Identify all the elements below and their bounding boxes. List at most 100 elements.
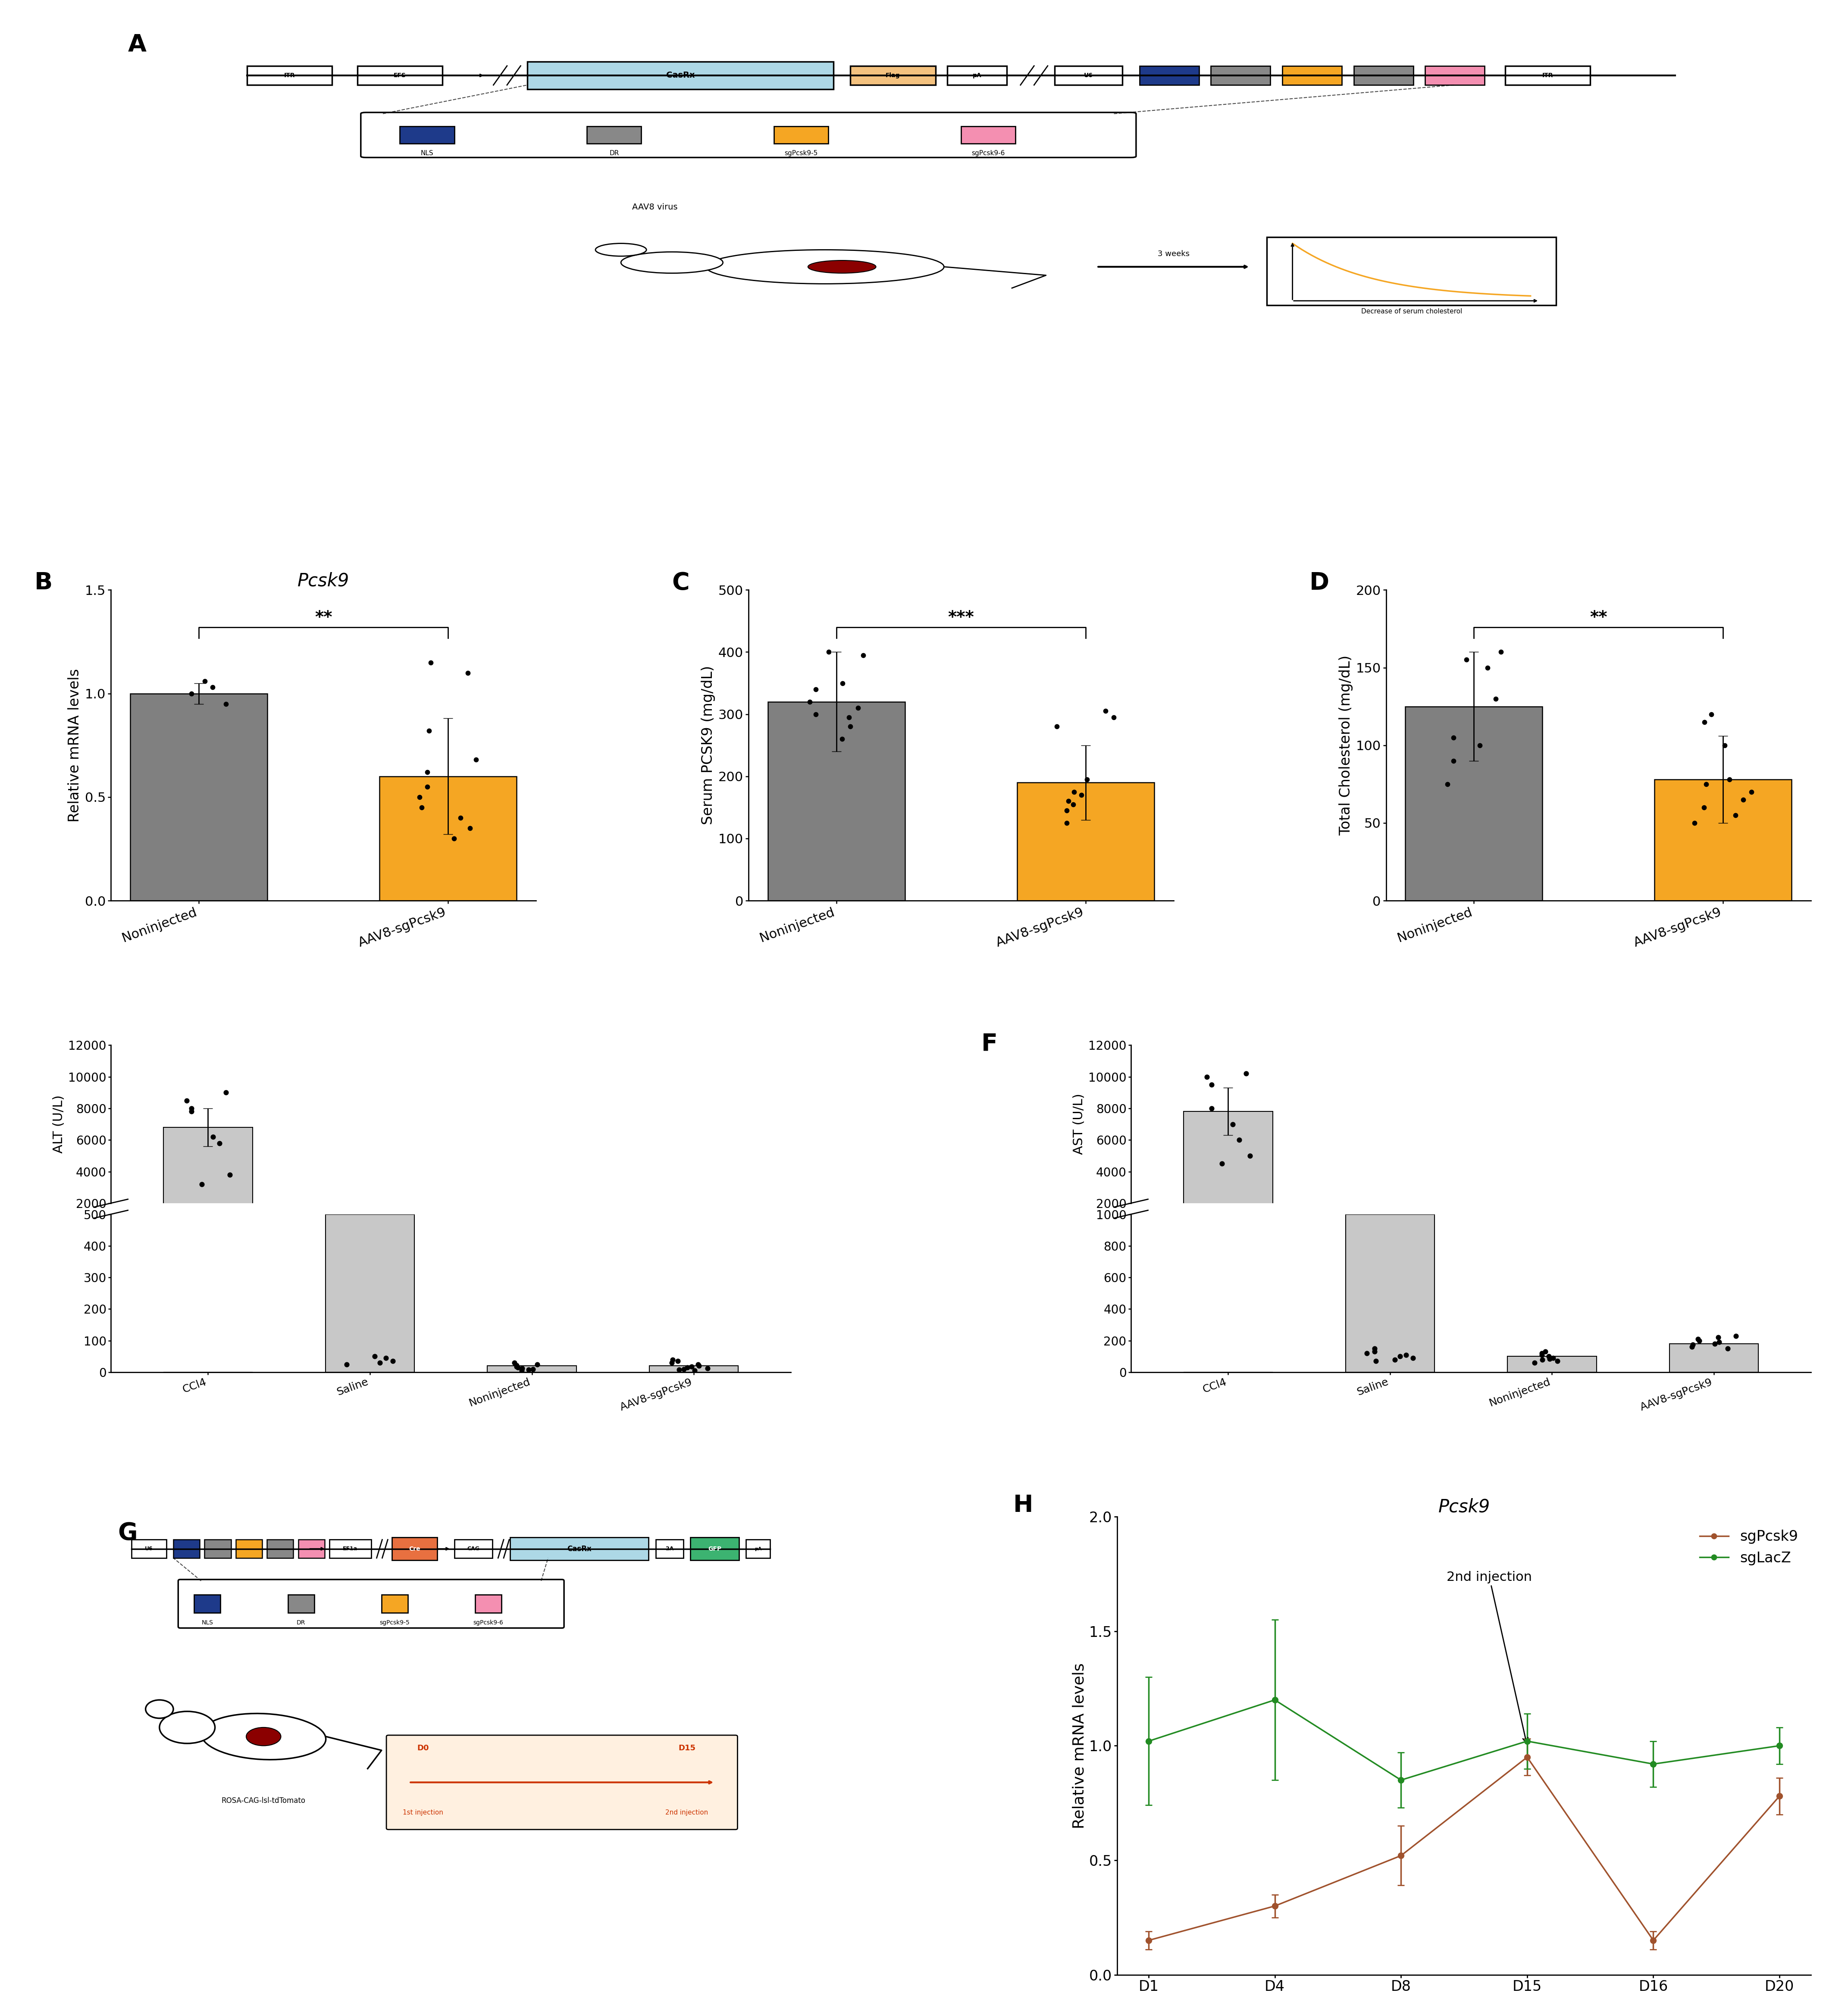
Point — [1353, 1338, 1382, 1370]
Bar — [1055, 66, 1122, 85]
Point — [684, 1350, 713, 1382]
Bar — [1504, 66, 1589, 85]
Point — [1432, 768, 1462, 800]
Point — [1231, 1058, 1260, 1090]
Point — [445, 802, 475, 834]
Bar — [129, 693, 268, 901]
Point — [506, 1354, 536, 1386]
Bar — [1183, 1112, 1273, 1235]
Point — [1680, 806, 1709, 838]
Point — [676, 1350, 706, 1382]
Y-axis label: Relative mRNA levels: Relative mRNA levels — [1072, 1662, 1087, 1830]
Bar — [1654, 780, 1793, 901]
Point — [1737, 776, 1767, 808]
Text: DR: DR — [610, 149, 619, 157]
Point — [1715, 764, 1745, 796]
Point — [1438, 721, 1467, 754]
Point — [1700, 1328, 1730, 1360]
Y-axis label: Relative mRNA levels: Relative mRNA levels — [68, 669, 81, 822]
Y-axis label: AST (U/L): AST (U/L) — [1074, 1094, 1085, 1155]
Point — [187, 1169, 216, 1201]
Point — [1709, 729, 1739, 762]
Point — [1534, 1340, 1563, 1372]
Text: D: D — [1310, 570, 1329, 594]
Text: AAV8 virus: AAV8 virus — [632, 204, 678, 212]
Bar — [527, 62, 833, 89]
Point — [813, 637, 843, 669]
Point — [1689, 705, 1719, 737]
Point — [835, 711, 865, 744]
Point — [1528, 1344, 1558, 1376]
Point — [1473, 651, 1502, 683]
Bar — [1508, 1356, 1597, 1372]
Bar — [248, 66, 333, 85]
Point — [1684, 1324, 1713, 1356]
Bar — [392, 1537, 436, 1560]
Bar — [475, 1594, 501, 1612]
Text: Decrease of serum cholesterol: Decrease of serum cholesterol — [1360, 308, 1462, 314]
Point — [1198, 1092, 1227, 1124]
Point — [1691, 768, 1720, 800]
Bar — [488, 1366, 577, 1372]
Bar — [1404, 707, 1543, 901]
Point — [828, 667, 857, 699]
Point — [1198, 1068, 1227, 1100]
Bar — [194, 1594, 220, 1612]
Point — [501, 1350, 530, 1382]
Point — [1704, 1326, 1733, 1358]
Text: GFP: GFP — [708, 1546, 721, 1552]
Text: 2nd injection: 2nd injection — [1447, 1572, 1532, 1743]
Bar — [1283, 66, 1342, 85]
Bar — [174, 1539, 200, 1558]
Text: C: C — [673, 570, 689, 594]
Point — [190, 665, 220, 697]
Point — [508, 1352, 538, 1384]
Point — [1192, 1060, 1222, 1092]
Point — [1386, 1340, 1416, 1372]
Point — [523, 1348, 553, 1380]
Text: ITR: ITR — [1541, 73, 1552, 79]
Bar — [1210, 66, 1270, 85]
Point — [499, 1346, 529, 1378]
Point — [407, 792, 436, 824]
Y-axis label: Serum PCSK9 (mg/dL): Serum PCSK9 (mg/dL) — [700, 665, 715, 824]
FancyBboxPatch shape — [360, 113, 1137, 157]
Point — [1704, 1322, 1733, 1354]
Text: D0: D0 — [418, 1745, 429, 1751]
Point — [1689, 792, 1719, 824]
Text: F: F — [981, 1032, 998, 1056]
Bar — [1016, 782, 1155, 901]
Point — [503, 1352, 532, 1384]
Text: Flag: Flag — [885, 73, 900, 79]
Ellipse shape — [595, 244, 647, 256]
Point — [800, 673, 830, 705]
Point — [1526, 1338, 1556, 1370]
Bar — [163, 1126, 253, 1235]
Bar — [357, 66, 442, 85]
Point — [693, 1352, 723, 1384]
Ellipse shape — [246, 1727, 281, 1745]
Point — [1072, 764, 1101, 796]
Point — [1438, 746, 1467, 778]
Text: U6: U6 — [1085, 73, 1092, 79]
Point — [177, 1096, 207, 1128]
Point — [1234, 1140, 1264, 1173]
Point — [658, 1346, 687, 1378]
Text: ***: *** — [948, 611, 974, 627]
Point — [176, 677, 205, 709]
Point — [172, 1084, 201, 1116]
Text: CAG: CAG — [468, 1546, 480, 1552]
Point — [843, 691, 872, 723]
Point — [658, 1344, 687, 1376]
Point — [1543, 1346, 1573, 1378]
Ellipse shape — [808, 260, 876, 274]
Point — [1696, 697, 1726, 729]
Point — [211, 1076, 240, 1108]
Point — [1399, 1342, 1429, 1374]
Bar — [399, 127, 455, 143]
Point — [412, 756, 442, 788]
Point — [1066, 780, 1096, 812]
Point — [800, 697, 830, 729]
Point — [684, 1348, 713, 1380]
Point — [1052, 794, 1081, 826]
